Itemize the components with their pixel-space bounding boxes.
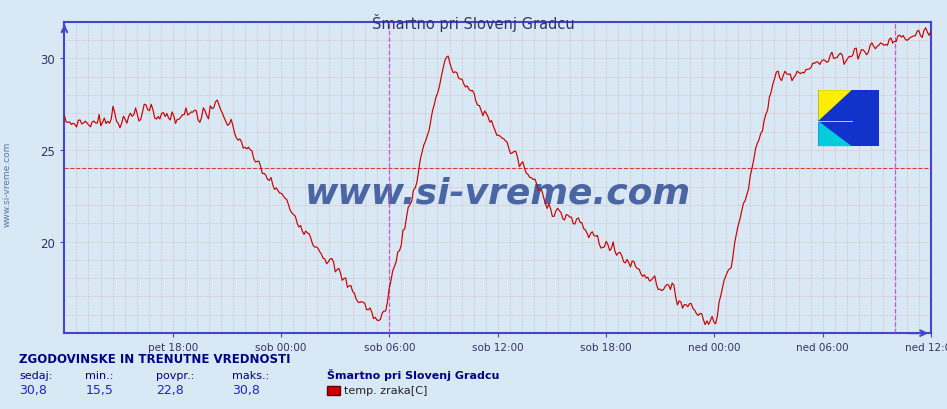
Text: Šmartno pri Slovenj Gradcu: Šmartno pri Slovenj Gradcu: [372, 14, 575, 32]
Text: 22,8: 22,8: [156, 384, 184, 396]
Text: 30,8: 30,8: [19, 384, 46, 396]
Polygon shape: [818, 91, 851, 121]
Text: povpr.:: povpr.:: [156, 370, 194, 380]
Text: temp. zraka[C]: temp. zraka[C]: [344, 385, 427, 396]
Text: min.:: min.:: [85, 370, 114, 380]
Text: www.si-vreme.com: www.si-vreme.com: [305, 177, 690, 210]
Text: 30,8: 30,8: [232, 384, 259, 396]
Text: 15,5: 15,5: [85, 384, 113, 396]
Text: sedaj:: sedaj:: [19, 370, 52, 380]
Text: www.si-vreme.com: www.si-vreme.com: [3, 142, 12, 227]
Polygon shape: [818, 121, 851, 147]
Text: maks.:: maks.:: [232, 370, 269, 380]
Text: ZGODOVINSKE IN TRENUTNE VREDNOSTI: ZGODOVINSKE IN TRENUTNE VREDNOSTI: [19, 352, 291, 365]
Text: Šmartno pri Slovenj Gradcu: Šmartno pri Slovenj Gradcu: [327, 369, 499, 380]
Bar: [818, 91, 879, 147]
